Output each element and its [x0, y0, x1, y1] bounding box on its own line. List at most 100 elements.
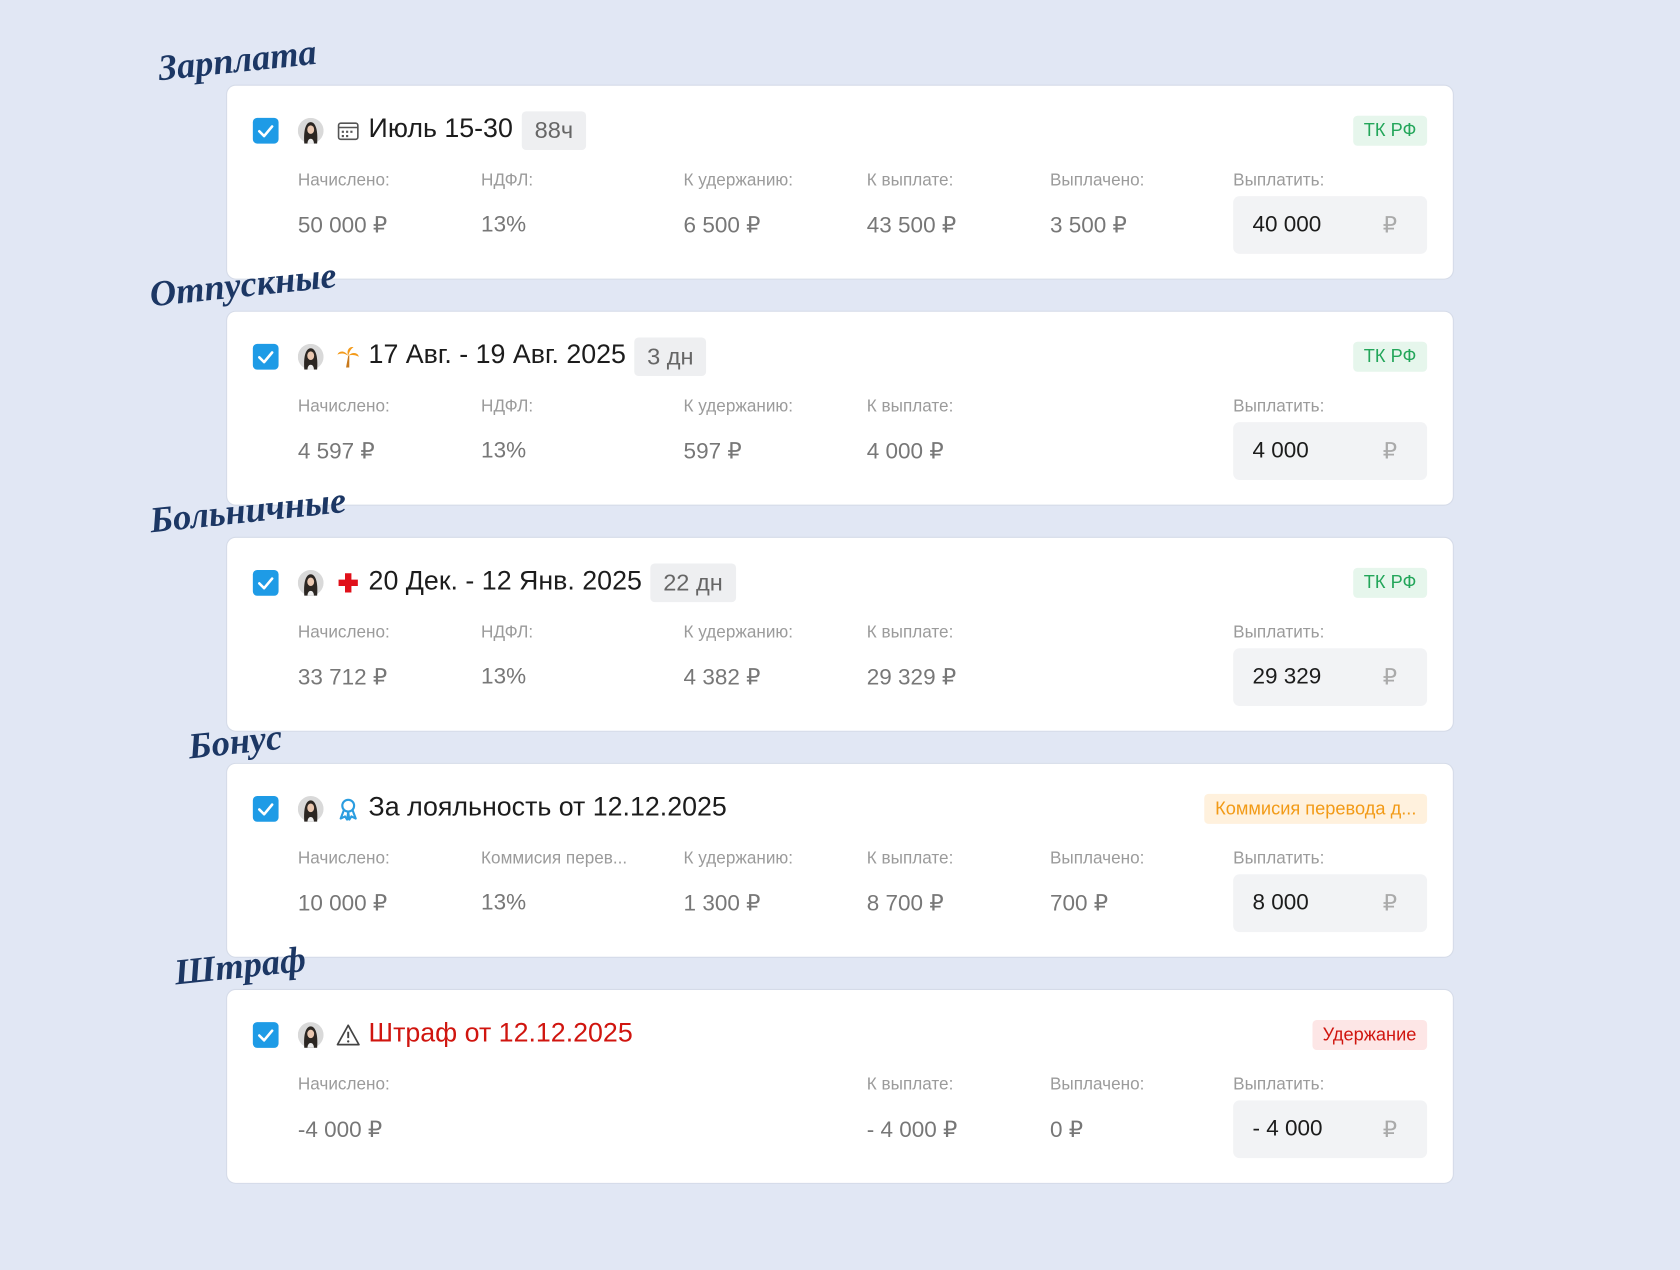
field-label: Начислено:	[297, 171, 390, 190]
card: Штраф от 12.12.2025 Удержание Начислено: -4…	[227, 989, 1453, 1183]
type-icon	[336, 345, 360, 369]
section-label: Больничные	[147, 480, 349, 541]
status-tag: Коммисия перевода д...	[1204, 793, 1428, 824]
field-label: Выплатить:	[1233, 397, 1325, 416]
field-value: 597 ₽	[683, 439, 742, 464]
field-value: 4 597 ₽	[297, 439, 375, 464]
field-label: К удержанию:	[683, 849, 794, 868]
avatar	[297, 117, 324, 144]
type-icon	[336, 571, 360, 595]
status-tag: ТК РФ	[1353, 341, 1428, 372]
section-label: Отпускные	[147, 255, 339, 315]
field-value: 50 000 ₽	[297, 213, 388, 238]
field-value: 13%	[481, 212, 527, 237]
avatar-image	[297, 569, 324, 596]
pay-currency: ₽	[1382, 213, 1398, 238]
pay-input[interactable]: 29 329 ₽	[1233, 648, 1428, 707]
section-label: Бонус	[186, 717, 284, 768]
pay-amount: 29 329	[1252, 664, 1322, 689]
avatar-image	[297, 1022, 324, 1048]
type-icon	[336, 797, 360, 821]
checkbox[interactable]	[252, 117, 279, 144]
pay-input[interactable]: 4 000 ₽	[1233, 422, 1428, 480]
pay-currency: ₽	[1382, 439, 1398, 464]
avatar-image	[297, 796, 324, 822]
pay-currency: ₽	[1382, 1117, 1398, 1143]
field-label: Начислено:	[297, 849, 390, 868]
card: 20 Дек. - 12 Янв. 2025 22 дн ТК РФ Начислен…	[227, 537, 1453, 731]
check-mark	[257, 803, 274, 816]
field-value: -4 000 ₽	[297, 1117, 383, 1143]
icon	[338, 573, 358, 593]
check-mark	[257, 351, 274, 364]
icon	[337, 346, 359, 368]
pay-input[interactable]: 8 000 ₽	[1233, 874, 1428, 933]
status-tag: ТК РФ	[1353, 567, 1428, 598]
check-mark	[257, 1029, 274, 1042]
status-tag: Удержание	[1311, 1019, 1428, 1050]
field-label: Начислено:	[297, 397, 390, 416]
field-value: 4 382 ₽	[683, 665, 761, 690]
field-value: 700 ₽	[1049, 891, 1109, 917]
pay-amount: 8 000	[1252, 890, 1309, 915]
field-label: Начислено:	[297, 1075, 390, 1094]
pay-currency: ₽	[1382, 891, 1398, 917]
field-label: Коммисия перев...	[481, 849, 628, 868]
field-value: 6 500 ₽	[683, 213, 761, 238]
icon	[336, 1024, 360, 1046]
icon	[337, 122, 359, 141]
card-title: 20 Дек. - 12 Янв. 2025	[368, 565, 642, 596]
field-label: Начислено:	[297, 623, 390, 642]
pay-input[interactable]: 40 000 ₽	[1233, 196, 1428, 254]
avatar	[297, 343, 324, 370]
field-value: 0 ₽	[1049, 1117, 1084, 1143]
avatar	[297, 796, 324, 822]
field-label: НДФЛ:	[481, 397, 534, 416]
checkbox[interactable]	[252, 1022, 279, 1048]
field-value: 13%	[481, 438, 527, 463]
field-label: НДФЛ:	[481, 623, 534, 642]
pay-amount: - 4 000	[1252, 1116, 1323, 1142]
field-value: 8 700 ₽	[866, 891, 944, 917]
avatar	[297, 1022, 324, 1048]
field-value: 1 300 ₽	[683, 891, 761, 917]
field-label: Выплатить:	[1233, 623, 1325, 642]
field-value: 3 500 ₽	[1049, 213, 1127, 238]
card-title: Штраф от 12.12.2025	[368, 1017, 633, 1048]
check-mark	[257, 125, 274, 138]
pay-currency: ₽	[1382, 665, 1398, 690]
field-label: Выплачено:	[1049, 171, 1145, 190]
avatar-image	[297, 343, 324, 370]
section-label: Зарплата	[156, 32, 319, 89]
field-label: Выплатить:	[1233, 1075, 1325, 1094]
card-title: За лояльность от 12.12.2025	[368, 791, 727, 822]
field-label: К выплате:	[866, 1075, 954, 1094]
card: 17 Авг. - 19 Авг. 2025 3 дн ТК РФ Начислено…	[227, 311, 1453, 505]
checkbox[interactable]	[252, 343, 279, 370]
field-value: 13%	[481, 664, 527, 689]
field-label: Выплатить:	[1233, 849, 1325, 868]
type-icon	[336, 1023, 360, 1047]
field-label: Выплачено:	[1049, 849, 1145, 868]
field-label: К удержанию:	[683, 171, 794, 190]
pay-input[interactable]: - 4 000 ₽	[1233, 1100, 1428, 1159]
card-title: 17 Авг. - 19 Авг. 2025	[368, 339, 626, 370]
field-label: Выплатить:	[1233, 171, 1325, 190]
field-value: 4 000 ₽	[866, 439, 944, 464]
duration-badge: 22 дн	[650, 563, 736, 603]
avatar-image	[297, 117, 324, 144]
status-tag: ТК РФ	[1353, 115, 1428, 146]
checkbox[interactable]	[252, 796, 279, 822]
field-label: К выплате:	[866, 397, 954, 416]
card: За лояльность от 12.12.2025 Коммисия пере…	[227, 763, 1453, 957]
icon	[339, 798, 357, 821]
field-label: К выплате:	[866, 849, 954, 868]
field-value: 33 712 ₽	[297, 665, 388, 690]
checkbox[interactable]	[252, 569, 279, 596]
field-label: К удержанию:	[683, 623, 794, 642]
field-value: 29 329 ₽	[866, 665, 957, 690]
field-value: 10 000 ₽	[297, 891, 388, 917]
pay-amount: 40 000	[1252, 212, 1322, 237]
